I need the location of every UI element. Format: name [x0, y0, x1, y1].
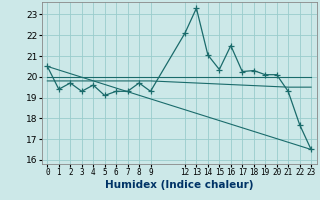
X-axis label: Humidex (Indice chaleur): Humidex (Indice chaleur): [105, 180, 253, 190]
